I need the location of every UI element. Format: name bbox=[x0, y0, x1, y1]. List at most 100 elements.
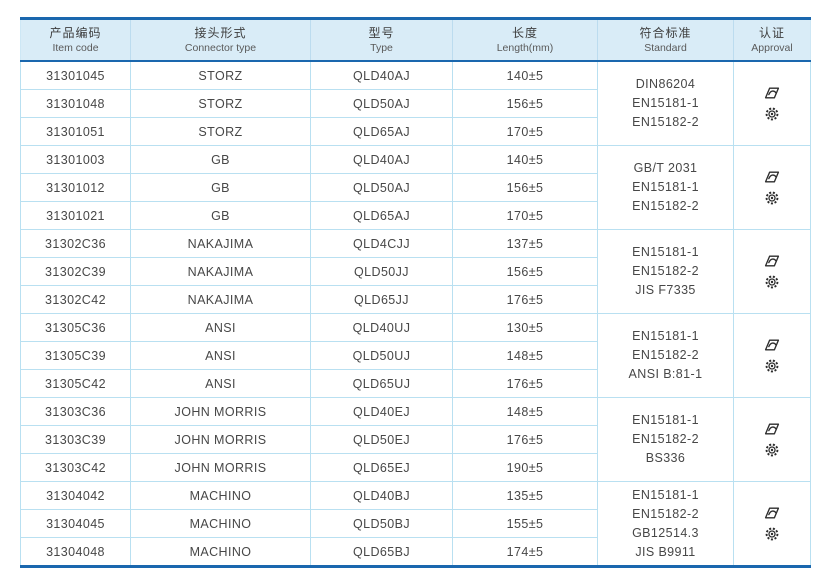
type-cell: QLD65BJ bbox=[310, 537, 453, 567]
item-code-cell: 31303C39 bbox=[20, 425, 131, 454]
type-cell: QLD50EJ bbox=[310, 425, 453, 454]
length-cell: 156±5 bbox=[452, 257, 598, 286]
header-label-zh: 型号 bbox=[368, 26, 395, 40]
item-code-cell: 31301048 bbox=[20, 89, 131, 118]
connector-type-cell: GB bbox=[130, 145, 311, 174]
item-code-cell: 31304045 bbox=[20, 509, 131, 538]
connector-type-cell: STORZ bbox=[130, 117, 311, 146]
approval-cell bbox=[733, 397, 811, 482]
certification-logo-icon bbox=[763, 337, 781, 354]
length-cell: 148±5 bbox=[452, 397, 598, 426]
table-row: 31301003 GB QLD40AJ 140±5 GB/T 2031 EN15… bbox=[20, 145, 811, 230]
length-cell: 190±5 bbox=[452, 453, 598, 482]
table-row: 31304048 MACHINO QLD65BJ 174±5 bbox=[20, 537, 811, 567]
length-cell: 170±5 bbox=[452, 117, 598, 146]
connector-type-cell: NAKAJIMA bbox=[130, 257, 311, 286]
type-cell: QLD40UJ bbox=[310, 313, 453, 342]
certification-logo-icon bbox=[763, 85, 781, 102]
header-label-zh: 符合标准 bbox=[639, 26, 692, 40]
certification-gear-icon bbox=[763, 526, 781, 543]
col-header-item-code: 产品编码 Item code bbox=[20, 18, 131, 62]
connector-type-cell: JOHN MORRIS bbox=[130, 397, 311, 426]
certification-logo-icon bbox=[763, 505, 781, 522]
type-cell: QLD50JJ bbox=[310, 257, 453, 286]
type-cell: QLD65EJ bbox=[310, 453, 453, 482]
col-header-length: 长度 Length(mm) bbox=[452, 18, 598, 62]
connector-type-cell: MACHINO bbox=[130, 537, 311, 567]
type-cell: QLD65JJ bbox=[310, 285, 453, 314]
standard-cell: EN15181-1 EN15182-2 JIS F7335 bbox=[597, 229, 734, 314]
length-cell: 156±5 bbox=[452, 173, 598, 202]
table-row: 31303C39 JOHN MORRIS QLD50EJ 176±5 bbox=[20, 425, 811, 454]
standard-cell: EN15181-1 EN15182-2 GB12514.3 JIS B9911 bbox=[597, 481, 734, 567]
connector-type-cell: STORZ bbox=[130, 60, 311, 90]
header-label-zh: 认证 bbox=[758, 26, 785, 40]
length-cell: 156±5 bbox=[452, 89, 598, 118]
item-code-cell: 31302C39 bbox=[20, 257, 131, 286]
length-cell: 155±5 bbox=[452, 509, 598, 538]
approval-cell bbox=[733, 229, 811, 314]
approval-cell bbox=[733, 481, 811, 567]
item-code-cell: 31302C42 bbox=[20, 285, 131, 314]
standard-cell: EN15181-1 EN15182-2 BS336 bbox=[597, 397, 734, 482]
header-label-en: Type bbox=[370, 42, 393, 54]
col-header-connector-type: 接头形式 Connector type bbox=[130, 18, 311, 62]
table-row: 31303C36 JOHN MORRIS QLD40EJ 148±5 EN151… bbox=[20, 397, 811, 482]
item-code-cell: 31302C36 bbox=[20, 229, 131, 258]
item-code-cell: 31301045 bbox=[20, 60, 131, 90]
approval-cell bbox=[733, 313, 811, 398]
header-label-en: Standard bbox=[644, 42, 687, 54]
type-cell: QLD40AJ bbox=[310, 145, 453, 174]
item-code-cell: 31301051 bbox=[20, 117, 131, 146]
item-code-cell: 31303C42 bbox=[20, 453, 131, 482]
standard-line: ANSI B:81-1 bbox=[628, 367, 703, 381]
certification-logo-icon bbox=[763, 253, 781, 270]
length-cell: 130±5 bbox=[452, 313, 598, 342]
standard-line: EN15181-1 bbox=[632, 245, 699, 259]
item-code-cell: 31301012 bbox=[20, 173, 131, 202]
connector-type-cell: JOHN MORRIS bbox=[130, 453, 311, 482]
type-cell: QLD65UJ bbox=[310, 369, 453, 398]
standard-line: EN15181-1 bbox=[632, 329, 699, 343]
item-code-cell: 31301021 bbox=[20, 201, 131, 230]
item-code-cell: 31303C36 bbox=[20, 397, 131, 426]
standard-line: DIN86204 bbox=[635, 77, 696, 91]
connector-type-cell: GB bbox=[130, 173, 311, 202]
header-label-zh: 长度 bbox=[511, 26, 538, 40]
type-cell: QLD50AJ bbox=[310, 89, 453, 118]
certification-gear-icon bbox=[763, 190, 781, 207]
table-row: 31301051 STORZ QLD65AJ 170±5 bbox=[20, 117, 811, 146]
connector-type-cell: MACHINO bbox=[130, 509, 311, 538]
length-cell: 174±5 bbox=[452, 537, 598, 567]
connector-type-cell: GB bbox=[130, 201, 311, 230]
type-cell: QLD50UJ bbox=[310, 341, 453, 370]
type-cell: QLD4CJJ bbox=[310, 229, 453, 258]
standard-line: EN15182-2 bbox=[632, 264, 699, 278]
col-header-approval: 认证 Approval bbox=[733, 18, 811, 62]
connector-type-cell: NAKAJIMA bbox=[130, 285, 311, 314]
header-label-en: Approval bbox=[751, 42, 793, 54]
item-code-cell: 31305C39 bbox=[20, 341, 131, 370]
standard-line: EN15182-2 bbox=[632, 348, 699, 362]
length-cell: 176±5 bbox=[452, 425, 598, 454]
standard-line: GB12514.3 bbox=[632, 525, 699, 540]
type-cell: QLD50AJ bbox=[310, 173, 453, 202]
connector-type-cell: STORZ bbox=[130, 89, 311, 118]
table-row: 31301048 STORZ QLD50AJ 156±5 bbox=[20, 89, 811, 118]
col-header-standard: 符合标准 Standard bbox=[597, 18, 734, 62]
certification-gear-icon bbox=[763, 106, 781, 123]
item-code-cell: 31305C42 bbox=[20, 369, 131, 398]
standard-cell: EN15181-1 EN15182-2 ANSI B:81-1 bbox=[597, 313, 734, 398]
table-header: 产品编码 Item code 接头形式 Connector type 型号 Ty… bbox=[20, 18, 811, 62]
col-header-type: 型号 Type bbox=[310, 18, 453, 62]
type-cell: QLD50BJ bbox=[310, 509, 453, 538]
standard-line: EN15182-2 bbox=[632, 432, 699, 446]
certification-gear-icon bbox=[763, 274, 781, 291]
standard-line: EN15181-1 bbox=[632, 413, 699, 427]
standard-cell: GB/T 2031 EN15181-1 EN15182-2 bbox=[597, 145, 734, 230]
length-cell: 135±5 bbox=[452, 481, 598, 510]
item-code-cell: 31304042 bbox=[20, 481, 131, 510]
table-row: 31303C42 JOHN MORRIS QLD65EJ 190±5 bbox=[20, 453, 811, 482]
certification-logo-icon bbox=[763, 169, 781, 186]
standard-line: EN15181-1 bbox=[632, 180, 699, 194]
